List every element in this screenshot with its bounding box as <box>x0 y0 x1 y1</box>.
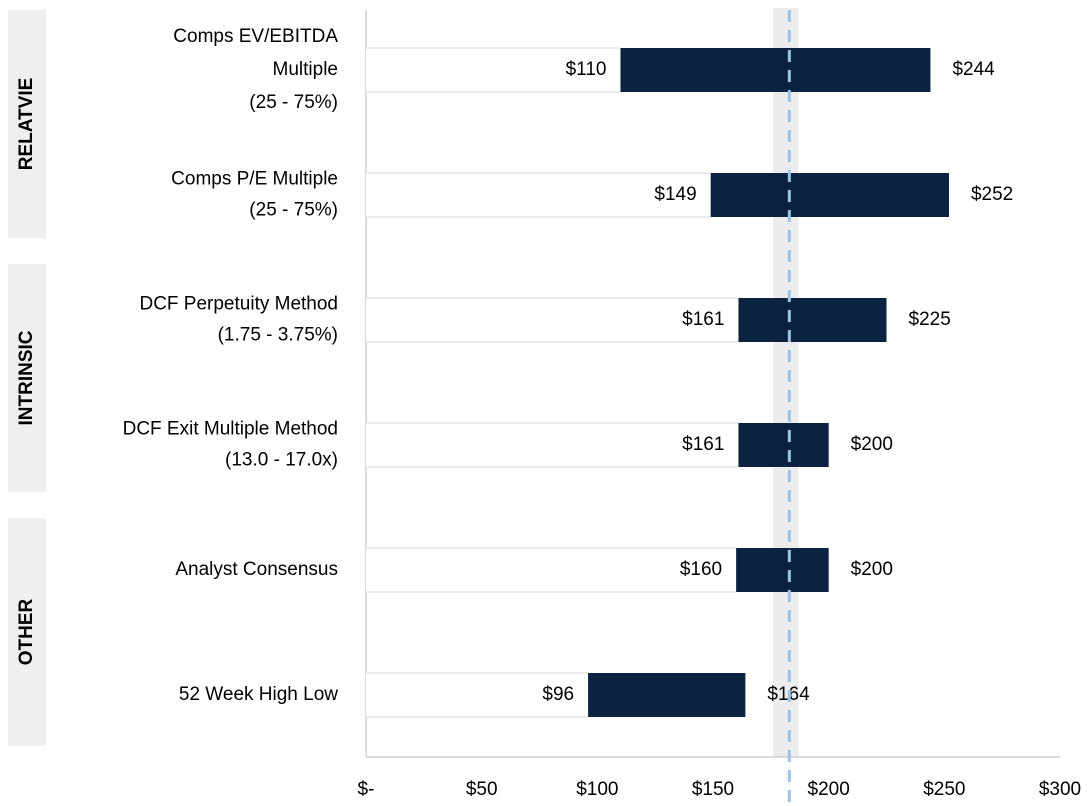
x-tick-label: $50 <box>466 779 498 800</box>
category-line: Multiple <box>273 59 338 80</box>
x-tick-label: $200 <box>808 779 850 800</box>
category-label: Comps EV/EBITDA Multiple (25 - 75%) <box>173 26 338 113</box>
category-label: DCF Exit Multiple Method (13.0 - 17.0x) <box>123 419 338 471</box>
base-bar <box>366 173 711 217</box>
x-tick-label: $- <box>358 779 375 800</box>
category-label: Analyst Consensus <box>175 559 338 580</box>
low-label: $110 <box>566 59 607 80</box>
high-label: $252 <box>971 184 1013 205</box>
range-bar <box>736 548 829 592</box>
category-line: (13.0 - 17.0x) <box>225 450 338 471</box>
base-bar <box>366 548 737 592</box>
group-box <box>8 10 46 238</box>
category-line: (25 - 75%) <box>249 200 338 221</box>
x-tick-label: $150 <box>692 779 734 800</box>
x-tick-label: $250 <box>923 779 965 800</box>
high-label: $200 <box>851 434 893 455</box>
base-bar <box>366 423 739 467</box>
range-bar <box>710 173 949 217</box>
category-line: (25 - 75%) <box>249 92 338 113</box>
category-label: Comps P/E Multiple (25 - 75%) <box>171 169 338 221</box>
base-bar <box>366 298 739 342</box>
category-line: DCF Exit Multiple Method <box>123 419 338 440</box>
x-tick-label: $100 <box>576 779 618 800</box>
low-label: $96 <box>542 684 574 705</box>
group-box <box>8 264 46 492</box>
low-label: $149 <box>654 184 696 205</box>
base-bar <box>366 48 621 92</box>
low-label: $161 <box>682 309 724 330</box>
category-line: (1.75 - 3.75%) <box>218 325 338 346</box>
group-label: OTHER <box>16 598 37 665</box>
low-label: $160 <box>680 559 722 580</box>
group-label: INTRINSIC <box>16 330 37 425</box>
reference-band <box>773 8 799 757</box>
category-label: DCF Perpetuity Method (1.75 - 3.75%) <box>139 294 338 346</box>
category-line: Comps P/E Multiple <box>171 169 338 190</box>
base-bar <box>366 673 589 717</box>
category-line: Comps EV/EBITDA <box>173 26 338 47</box>
category-line: 52 Week High Low <box>179 684 338 705</box>
range-bar <box>738 423 829 467</box>
range-bar <box>620 48 931 92</box>
high-label: $225 <box>909 309 951 330</box>
x-tick-label: $300 <box>1039 779 1081 800</box>
high-label: $244 <box>952 59 995 80</box>
high-label: $200 <box>851 559 893 580</box>
group-label: RELATVIE <box>16 78 37 171</box>
category-label: 52 Week High Low <box>179 684 338 705</box>
group-box <box>8 518 46 746</box>
range-bar <box>588 673 746 717</box>
low-label: $161 <box>682 434 724 455</box>
category-line: Analyst Consensus <box>175 559 338 580</box>
category-line: DCF Perpetuity Method <box>139 294 338 315</box>
range-bar <box>738 298 887 342</box>
